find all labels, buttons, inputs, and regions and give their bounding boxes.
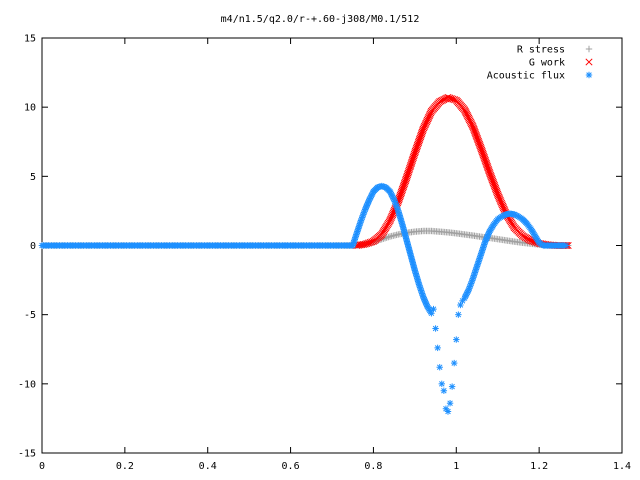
- x-tick-label: 0: [39, 461, 45, 472]
- data-point: [444, 408, 452, 415]
- data-point: [446, 400, 454, 407]
- y-tick-label: 10: [24, 103, 36, 114]
- series-g-work: [353, 93, 572, 250]
- x-tick-label: 0.6: [282, 461, 300, 472]
- y-tick-label: -15: [18, 449, 36, 460]
- data-point: [453, 336, 460, 343]
- data-point: [438, 380, 445, 388]
- legend-marker: [585, 71, 593, 79]
- data-point: [440, 387, 448, 394]
- data-point: [430, 305, 437, 313]
- y-axis-ticks: -15 -10 -5 0 5 10 15: [18, 34, 622, 460]
- y-tick-label: -10: [18, 379, 36, 390]
- data-point: [436, 364, 443, 371]
- chart-title: m4/n1.5/q2.0/r-+.60-j308/M0.1/512: [221, 14, 420, 25]
- legend: R stress G work Acoustic flux: [487, 45, 593, 82]
- legend-label: R stress: [517, 45, 565, 56]
- data-point: [451, 359, 458, 367]
- data-point: [562, 242, 570, 249]
- legend-label: G work: [529, 58, 565, 69]
- data-point: [434, 344, 441, 352]
- y-tick-label: 15: [24, 34, 36, 45]
- x-axis-ticks: 0 0.2 0.4 0.6 0.8 1 1.2 1.4: [39, 38, 631, 472]
- y-tick-label: 0: [30, 241, 36, 252]
- y-tick-label: 5: [30, 172, 36, 183]
- series-acoustic-flux: [38, 182, 570, 415]
- data-point: [432, 325, 439, 332]
- x-tick-label: 1.2: [530, 461, 548, 472]
- x-tick-label: 0.2: [116, 461, 134, 472]
- x-tick-label: 0.4: [199, 461, 217, 472]
- x-tick-label: 1.4: [613, 461, 631, 472]
- x-tick-label: 1: [453, 461, 459, 472]
- data-point: [455, 311, 462, 318]
- data-point: [448, 383, 456, 390]
- legend-marker: [585, 45, 593, 53]
- y-tick-label: -5: [24, 310, 36, 321]
- legend-marker: [585, 58, 593, 66]
- series-layer: [38, 93, 572, 415]
- x-tick-label: 0.8: [364, 461, 382, 472]
- legend-label: Acoustic flux: [487, 71, 565, 82]
